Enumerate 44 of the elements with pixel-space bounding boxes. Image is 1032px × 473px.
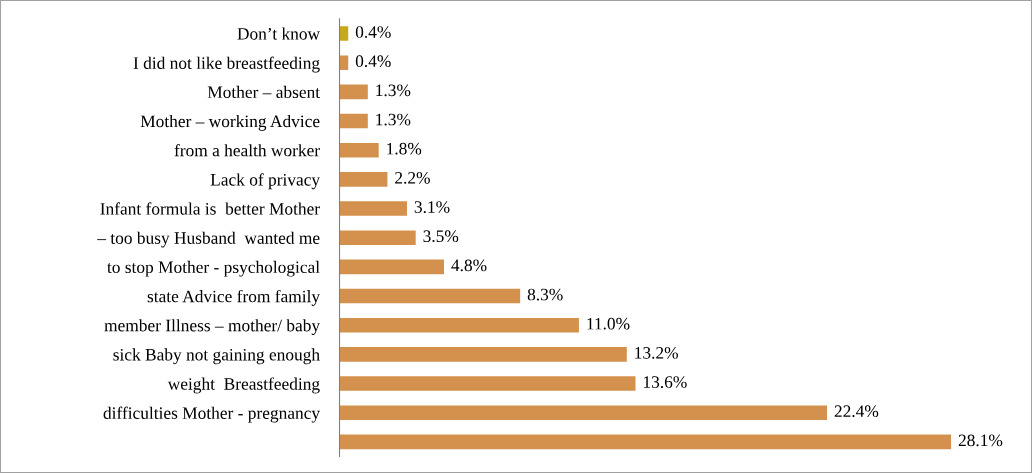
y-tick-label: weight Breastfeeding bbox=[167, 377, 320, 394]
y-tick-label: Infant formula is better Mother bbox=[100, 202, 320, 215]
bar bbox=[339, 142, 379, 158]
data-label: 2.2% bbox=[395, 171, 430, 184]
data-label: 1.8% bbox=[387, 142, 422, 155]
y-tick-label: difficulties Mother - pregnancy bbox=[103, 406, 321, 423]
y-tick-label: state Advice from family bbox=[147, 289, 321, 306]
data-label: 22.4% bbox=[834, 405, 879, 418]
data-label: 3.5% bbox=[423, 230, 459, 243]
bar bbox=[339, 317, 579, 333]
data-label: 28.1% bbox=[958, 434, 1003, 447]
y-tick-label: I did not like breastfeeding bbox=[133, 56, 320, 73]
bar bbox=[339, 434, 952, 450]
data-label: 1.3% bbox=[376, 84, 411, 97]
bar bbox=[339, 113, 368, 129]
bar bbox=[339, 230, 416, 245]
data-label: 0.4% bbox=[355, 26, 391, 38]
bar bbox=[339, 259, 444, 275]
bar bbox=[339, 376, 636, 391]
data-label: 8.3% bbox=[527, 288, 563, 301]
y-tick-label: Lack of privacy bbox=[210, 173, 321, 190]
data-label: 13.6% bbox=[643, 376, 687, 388]
y-tick-label: Mother – absent bbox=[207, 85, 320, 99]
y-tick-label: sick Baby not gaining enough bbox=[113, 348, 320, 365]
y-tick-label: Mother – working Advice bbox=[140, 114, 320, 131]
bar bbox=[339, 55, 349, 70]
bar bbox=[339, 288, 521, 304]
data-label: 3.1% bbox=[414, 201, 450, 213]
bar bbox=[339, 172, 388, 187]
y-tick-label: – too busy Husband wanted me bbox=[97, 231, 320, 248]
data-label: 11.0% bbox=[587, 317, 630, 330]
bar bbox=[339, 26, 349, 41]
data-label: 1.3% bbox=[376, 113, 411, 126]
bar bbox=[339, 84, 368, 100]
y-tick-label: Don’t know bbox=[237, 27, 321, 40]
bar bbox=[339, 347, 627, 362]
bar bbox=[339, 201, 407, 216]
data-label: 0.4% bbox=[355, 55, 391, 68]
y-tick-label: member Illness – mother/ baby bbox=[104, 319, 321, 335]
y-tick-label: to stop Mother - psychological bbox=[107, 260, 320, 277]
y-tick-label: from a health worker bbox=[174, 143, 320, 157]
data-label: 13.2% bbox=[635, 346, 678, 359]
bar bbox=[339, 405, 828, 420]
data-label: 4.8% bbox=[451, 259, 487, 272]
